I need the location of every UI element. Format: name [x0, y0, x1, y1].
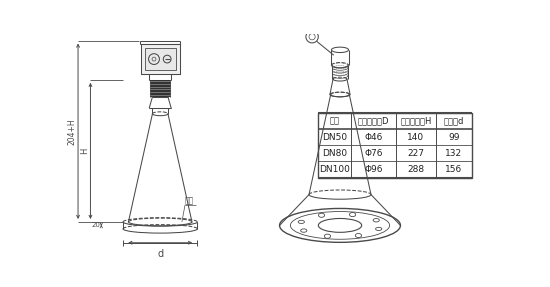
Text: d: d: [157, 249, 163, 259]
Text: 四氟盘d: 四氟盘d: [444, 117, 464, 126]
Bar: [145, 48, 175, 70]
Text: 156: 156: [446, 165, 463, 174]
Text: Φ46: Φ46: [364, 133, 382, 142]
Text: 法兰: 法兰: [185, 196, 194, 205]
Text: H: H: [80, 148, 89, 154]
Bar: [318, 113, 472, 178]
Text: 288: 288: [408, 165, 425, 174]
Text: DN80: DN80: [322, 149, 347, 158]
Text: 喇叭口高度H: 喇叭口高度H: [400, 117, 432, 126]
Text: Φ96: Φ96: [364, 165, 383, 174]
Text: 喇叭口直径D: 喇叭口直径D: [358, 117, 389, 126]
Text: 132: 132: [446, 149, 463, 158]
Text: 140: 140: [408, 133, 425, 142]
Text: Φ76: Φ76: [364, 149, 383, 158]
Text: DN50: DN50: [322, 133, 347, 142]
Text: DN100: DN100: [319, 165, 350, 174]
Bar: [150, 80, 170, 97]
Text: 204+H: 204+H: [68, 118, 76, 145]
Text: 法兰: 法兰: [329, 117, 339, 126]
Text: 227: 227: [408, 149, 425, 158]
Text: 20: 20: [92, 222, 101, 228]
Text: 99: 99: [448, 133, 460, 142]
Bar: [141, 44, 179, 74]
